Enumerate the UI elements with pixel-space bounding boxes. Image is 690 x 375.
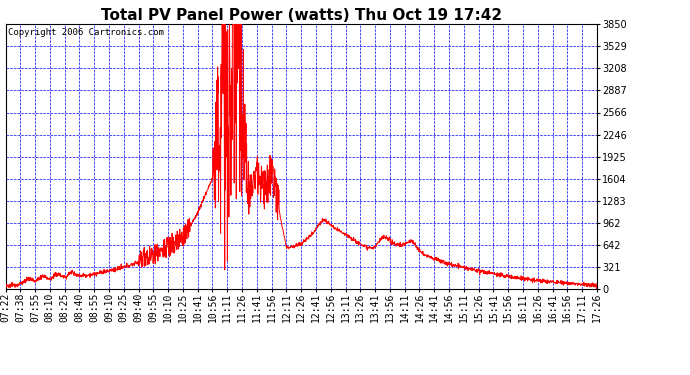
Text: Copyright 2006 Cartronics.com: Copyright 2006 Cartronics.com — [8, 28, 164, 38]
Title: Total PV Panel Power (watts) Thu Oct 19 17:42: Total PV Panel Power (watts) Thu Oct 19 … — [101, 8, 502, 23]
